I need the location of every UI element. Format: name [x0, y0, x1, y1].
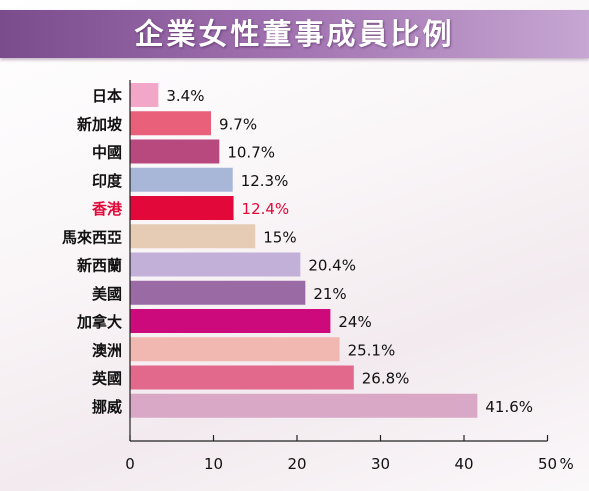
bar-1 [130, 83, 159, 107]
category-label-6: 馬來西亞 [62, 228, 122, 246]
value-label-3: 10.7% [227, 144, 275, 162]
value-label-6: 15% [263, 228, 296, 246]
bar-5 [130, 196, 234, 220]
value-label-12: 41.6% [485, 398, 533, 416]
bar-10 [130, 337, 340, 362]
category-label-7: 新西蘭 [77, 257, 122, 275]
x-tick-label-5: 40 [454, 455, 473, 473]
category-label-5: 香港 [92, 200, 123, 218]
bar-3 [130, 139, 220, 164]
value-label-7: 20.4% [308, 257, 356, 275]
x-tick-label-1: 0 [125, 455, 135, 473]
category-label-11: 英國 [92, 370, 122, 388]
bar-8 [130, 280, 306, 305]
value-label-5: 12.4% [242, 200, 290, 218]
category-label-2: 新加坡 [77, 115, 122, 133]
category-label-4: 印度 [92, 172, 123, 190]
chart-title: 企業女性董事成員比例 [134, 17, 455, 51]
bar-12 [130, 393, 478, 418]
x-tick-label-3: 20 [287, 455, 306, 473]
bar-2 [130, 111, 211, 136]
bar-4 [130, 167, 233, 192]
bar-7 [130, 252, 301, 277]
bar-11 [130, 365, 354, 390]
value-label-10: 25.1% [348, 341, 396, 359]
category-label-9: 加拿大 [76, 313, 122, 331]
value-label-11: 26.8% [362, 370, 410, 388]
category-label-12: 挪威 [92, 398, 122, 416]
value-label-2: 9.7% [219, 115, 257, 133]
x-tick-label-4: 30 [371, 455, 390, 473]
bar-6 [130, 224, 256, 249]
category-label-3: 中國 [92, 144, 122, 162]
category-label-8: 美國 [92, 285, 122, 303]
value-label-1: 3.4% [166, 87, 204, 105]
x-tick-label-6: 50 [538, 455, 557, 473]
value-label-8: 21% [313, 285, 346, 303]
category-label-10: 澳洲 [92, 341, 122, 359]
title-band [0, 10, 589, 58]
value-label-4: 12.3% [241, 172, 289, 190]
bar-9 [130, 309, 331, 333]
x-axis-unit: % [560, 455, 574, 473]
x-tick-label-2: 10 [204, 455, 223, 473]
category-label-1: 日本 [92, 87, 122, 105]
value-label-9: 24% [338, 313, 371, 331]
